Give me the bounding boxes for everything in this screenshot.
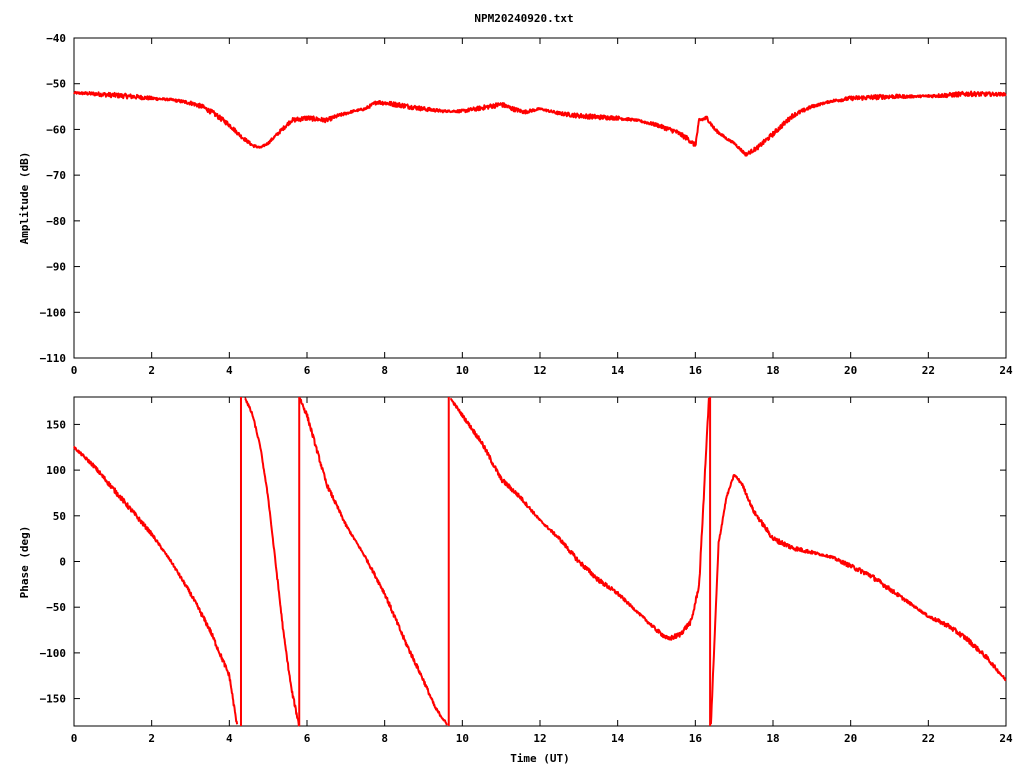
amplitude-x-tick-label: 24: [999, 364, 1013, 377]
amplitude-x-tick-label: 8: [381, 364, 388, 377]
amplitude-y-tick-label: −50: [46, 78, 66, 91]
amplitude-y-tick-label: −100: [40, 306, 67, 319]
phase-series-line: [709, 474, 1007, 725]
phase-x-axis-title: Time (UT): [510, 752, 570, 765]
phase-plot: Phase (deg) Time (UT) 0 2 4 6 8 10 12 14 16 18 20 2…: [18, 396, 1013, 765]
amplitude-x-tick-label: 12: [533, 364, 546, 377]
amplitude-x-tick-label: 14: [611, 364, 625, 377]
amplitude-plot-frame: [73, 37, 1007, 359]
phase-x-tick-label: 4: [226, 732, 233, 745]
chart-title: NPM20240920.txt: [474, 12, 573, 25]
phase-series-line: [73, 446, 239, 725]
phase-y-tick-label: −150: [40, 693, 67, 706]
phase-y-tick-label: 100: [46, 464, 66, 477]
phase-x-tick-label: 14: [611, 732, 625, 745]
amplitude-y-tick-label: −90: [46, 261, 66, 274]
amplitude-x-tick-label: 2: [148, 364, 155, 377]
phase-series-line: [244, 397, 300, 727]
phase-x-tick-label: 0: [71, 732, 78, 745]
phase-x-tick-label: 22: [922, 732, 935, 745]
phase-y-tick-label: 150: [46, 418, 66, 431]
amplitude-x-tick-label: 18: [766, 364, 779, 377]
phase-series-line: [298, 397, 448, 726]
amplitude-x-tick-label: 4: [226, 364, 233, 377]
phase-x-tick-label: 6: [304, 732, 311, 745]
phase-x-tick-label: 2: [148, 732, 155, 745]
amplitude-y-tick-label: −110: [40, 352, 67, 365]
phase-y-axis-title: Phase (deg): [18, 526, 31, 599]
amplitude-x-tick-label: 10: [456, 364, 469, 377]
amplitude-x-tick-label: 6: [304, 364, 311, 377]
phase-y-tick-label: −100: [40, 647, 67, 660]
phase-x-tick-label: 18: [766, 732, 779, 745]
amplitude-y-tick-label: −70: [46, 169, 66, 182]
phase-x-tick-label: 20: [844, 732, 857, 745]
amplitude-y-axis-title: Amplitude (dB): [18, 152, 31, 245]
phase-y-tick-label: 0: [59, 556, 66, 569]
phase-plot-frame: [73, 396, 1007, 727]
amplitude-x-tick-label: 20: [844, 364, 857, 377]
amplitude-y-tick-label: −80: [46, 215, 66, 228]
amplitude-y-tick-label: −60: [46, 123, 66, 136]
amplitude-x-tick-label: 0: [71, 364, 78, 377]
phase-x-tick-label: 10: [456, 732, 469, 745]
amplitude-x-tick-label: 22: [922, 364, 935, 377]
amplitude-plot: Amplitude (dB) 0 2 4 6 8 10 12 14 16 18 20 22 24−40−…: [18, 32, 1013, 377]
amplitude-series-line: [73, 90, 1007, 157]
amplitude-y-tick-label: −40: [46, 32, 66, 45]
phase-x-tick-label: 8: [381, 732, 388, 745]
phase-y-tick-label: −50: [46, 601, 66, 614]
phase-x-tick-label: 16: [689, 732, 703, 745]
phase-y-tick-label: 50: [53, 510, 66, 523]
phase-x-tick-label: 12: [533, 732, 546, 745]
phase-x-tick-label: 24: [999, 732, 1013, 745]
amplitude-x-tick-label: 16: [689, 364, 703, 377]
phase-series-line: [449, 397, 710, 641]
